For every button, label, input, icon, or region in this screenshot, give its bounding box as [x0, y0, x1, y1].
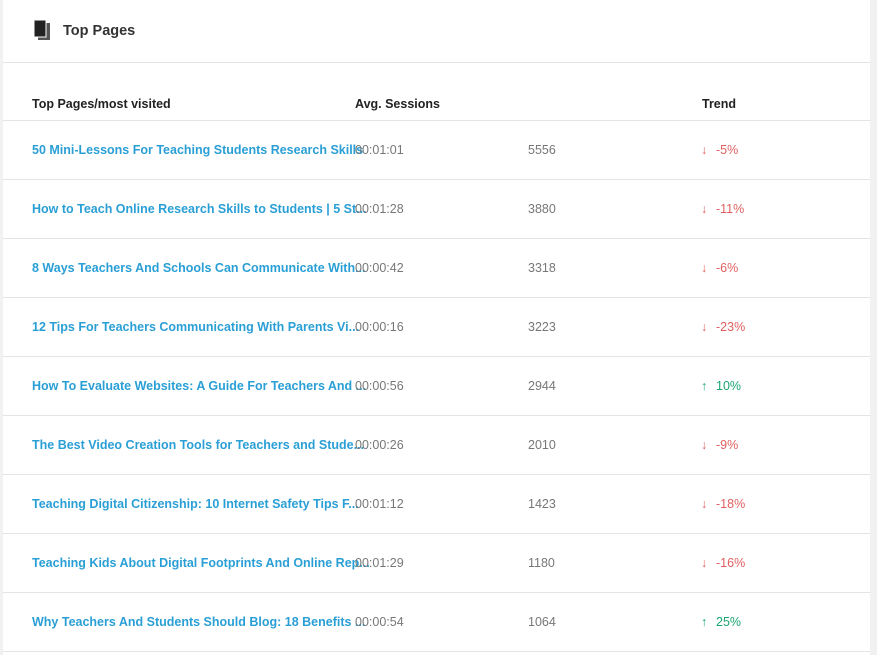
session-count: 1064 [528, 615, 556, 629]
trend-arrow: ↓ [701, 556, 708, 570]
trend-value: -18% [716, 497, 746, 511]
page-link[interactable]: How to Teach Online Research Skills to S… [32, 202, 367, 216]
trend-value: -16% [716, 556, 746, 570]
card-title: Top Pages [63, 23, 136, 39]
page-link[interactable]: The Best Video Creation Tools for Teache… [32, 438, 365, 452]
trend-value: -23% [716, 320, 746, 334]
pages-icon [33, 20, 50, 40]
row-divider [3, 533, 870, 534]
row-divider [3, 415, 870, 416]
trend-value: -6% [716, 261, 739, 275]
page-link[interactable]: 12 Tips For Teachers Communicating With … [32, 320, 360, 334]
trend-arrow: ↑ [701, 615, 708, 629]
session-count: 3880 [528, 202, 556, 216]
trend-value: 25% [716, 615, 742, 629]
session-count: 5556 [528, 143, 556, 157]
session-count: 2010 [528, 438, 556, 452]
trend-arrow: ↓ [701, 438, 708, 452]
avg-session: 00:00:16 [355, 320, 404, 334]
row-divider [3, 592, 870, 593]
column-header: Top Pages/most visited [32, 97, 171, 111]
page-link[interactable]: 8 Ways Teachers And Schools Can Communic… [32, 261, 366, 275]
trend-arrow: ↓ [701, 261, 708, 275]
divider [3, 120, 870, 121]
row-divider [3, 238, 870, 239]
session-count: 1423 [528, 497, 556, 511]
page-link[interactable]: 50 Mini-Lessons For Teaching Students Re… [32, 143, 364, 157]
trend-value: -11% [716, 202, 745, 216]
trend-value: -9% [716, 438, 739, 452]
page-link[interactable]: Teaching Digital Citizenship: 10 Interne… [32, 497, 359, 511]
avg-session: 00:00:42 [355, 261, 404, 275]
trend-arrow: ↑ [701, 379, 708, 393]
session-count: 2944 [528, 379, 556, 393]
column-header: Trend [702, 97, 737, 111]
row-divider [3, 651, 870, 652]
top-pages-card: Top Pages Top Pages/most visited Avg. Se… [3, 0, 870, 655]
trend-value: -5% [716, 143, 739, 157]
trend-arrow: ↓ [701, 202, 708, 216]
divider [3, 62, 870, 63]
session-count: 1180 [528, 556, 555, 570]
page-link[interactable]: How To Evaluate Websites: A Guide For Te… [32, 379, 367, 393]
avg-session: 00:01:29 [355, 556, 404, 570]
avg-session: 00:00:26 [355, 438, 404, 452]
avg-session: 00:01:01 [355, 143, 404, 157]
page-link[interactable]: Teaching Kids About Digital Footprints A… [32, 556, 370, 570]
row-divider [3, 179, 870, 180]
trend-arrow: ↓ [701, 320, 708, 334]
trend-value: 10% [716, 379, 742, 393]
page-link[interactable]: Why Teachers And Students Should Blog: 1… [32, 615, 366, 629]
avg-session: 00:00:56 [355, 379, 404, 393]
column-header: Avg. Sessions [355, 97, 440, 111]
trend-arrow: ↓ [701, 497, 708, 511]
avg-session: 00:01:28 [355, 202, 404, 216]
trend-arrow: ↓ [701, 143, 708, 157]
avg-session: 00:01:12 [355, 497, 404, 511]
session-count: 3223 [528, 320, 556, 334]
session-count: 3318 [528, 261, 556, 275]
row-divider [3, 356, 870, 357]
row-divider [3, 297, 870, 298]
avg-session: 00:00:54 [355, 615, 404, 629]
row-divider [3, 474, 870, 475]
